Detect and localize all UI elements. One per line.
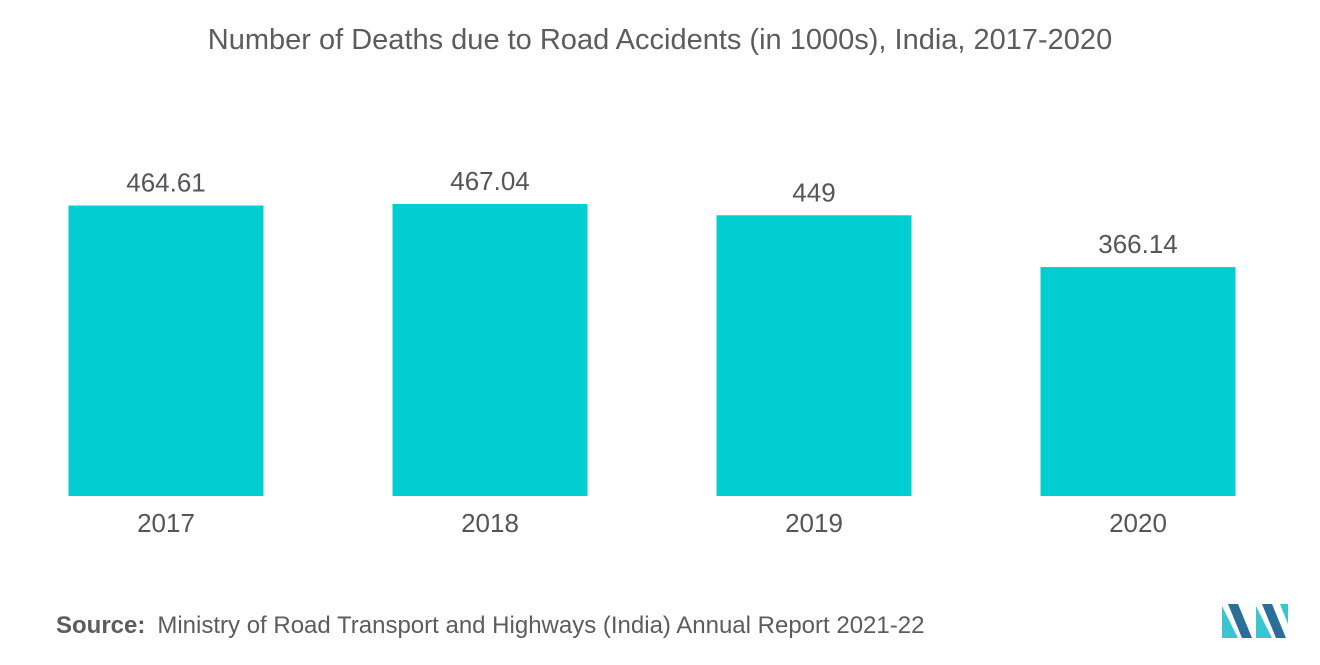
chart-title: Number of Deaths due to Road Accidents (… xyxy=(207,24,1113,56)
bar-2019 xyxy=(716,215,912,496)
bar-chart: 464.61 2017 467.04 2018 449 2019 366.14 2020 xyxy=(68,166,1236,538)
source-text: Ministry of Road Transport and Highways … xyxy=(157,612,925,639)
data-label-2017: 464.61 xyxy=(126,168,206,198)
source-note: Source: Ministry of Road Transport and Hi… xyxy=(56,612,924,640)
mordor-intelligence-logo-icon xyxy=(1222,604,1288,638)
source-label: Source: xyxy=(56,612,146,639)
data-label-2019: 449 xyxy=(792,177,835,207)
x-tick-label-2020: 2020 xyxy=(1109,508,1167,538)
data-label-2020: 366.14 xyxy=(1098,229,1178,259)
bar-2017 xyxy=(68,205,264,496)
bar-2018 xyxy=(392,204,588,496)
data-label-2018: 467.04 xyxy=(450,166,530,196)
x-tick-label-2019: 2019 xyxy=(785,508,843,538)
x-tick-label-2018: 2018 xyxy=(461,508,519,538)
bar-2020 xyxy=(1040,267,1236,496)
x-tick-label-2017: 2017 xyxy=(137,508,195,538)
